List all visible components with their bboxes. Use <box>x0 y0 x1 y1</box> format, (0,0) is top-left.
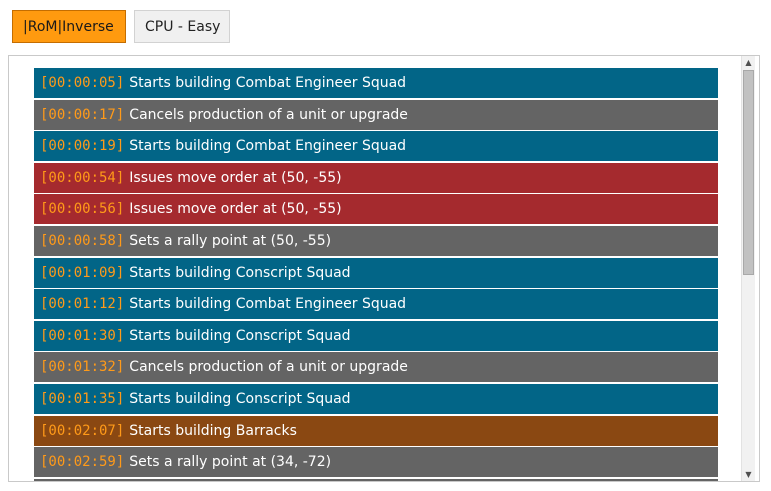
log-timestamp: [00:00:58] <box>40 232 125 249</box>
log-timestamp: [00:01:30] <box>40 327 125 344</box>
scroll-down-arrow-icon[interactable]: ▼ <box>742 468 755 481</box>
log-row: [00:00:58] Sets a rally point at (50, -55… <box>34 225 718 256</box>
log-timestamp: [00:00:05] <box>40 75 125 91</box>
log-row: [00:00:54] Issues move order at (50, -55) <box>34 162 718 193</box>
log-event-text: Cancels production of a unit or upgrade <box>129 359 408 376</box>
log-event-text: Starts building Barracks <box>129 422 297 439</box>
log-row <box>34 478 718 481</box>
log-event-text: Issues move order at (50, -55) <box>129 169 342 186</box>
log-row: [00:01:30] Starts building Conscript Squa… <box>34 320 718 351</box>
log-row: [00:01:09] Starts building Conscript Squa… <box>34 257 718 288</box>
log-timestamp: [00:02:59] <box>40 454 125 471</box>
log-event-text: Sets a rally point at (34, -72) <box>129 454 332 471</box>
log-timestamp: [00:01:09] <box>40 264 125 281</box>
log-event-text: Starts building Conscript Squad <box>129 264 351 281</box>
log-row: [00:01:12] Starts building Combat Enginee… <box>34 289 718 320</box>
log-event-text: Starts building Conscript Squad <box>129 327 351 344</box>
log-event-text: Starts building Conscript Squad <box>129 390 351 407</box>
log-row: [00:01:32] Cancels production of a unit o… <box>34 352 718 383</box>
log-timestamp: [00:02:07] <box>40 422 125 439</box>
event-log-list: [00:00:05] Starts building Combat Enginee… <box>34 68 718 481</box>
log-timestamp: [00:00:56] <box>40 201 125 218</box>
scrollbar-thumb[interactable] <box>743 70 754 275</box>
log-timestamp: [00:01:35] <box>40 390 125 407</box>
log-row: [00:00:56] Issues move order at (50, -55) <box>34 194 718 225</box>
log-event-text: Sets a rally point at (50, -55) <box>129 232 332 249</box>
log-event-text: Starts building Combat Engineer Squad <box>129 75 407 91</box>
log-timestamp: [00:00:54] <box>40 169 125 186</box>
log-row: [00:00:05] Starts building Combat Enginee… <box>34 68 718 98</box>
log-event-text: Starts building Combat Engineer Squad <box>129 296 407 313</box>
event-log-panel: [00:00:05] Starts building Combat Enginee… <box>8 55 760 482</box>
log-timestamp: [00:00:17] <box>40 106 125 123</box>
log-row: [00:02:59] Sets a rally point at (34, -72… <box>34 447 718 478</box>
log-row: [00:00:17] Cancels production of a unit o… <box>34 99 718 130</box>
log-event-text: Issues move order at (50, -55) <box>129 201 342 218</box>
log-row: [00:00:19] Starts building Combat Enginee… <box>34 131 718 162</box>
tab-player-2[interactable]: CPU - Easy <box>134 10 230 43</box>
tab-player-1[interactable]: |RoM|Inverse <box>12 10 126 43</box>
log-event-text: Starts building Combat Engineer Squad <box>129 138 407 155</box>
log-timestamp: [00:01:12] <box>40 296 125 313</box>
log-row: [00:01:35] Starts building Conscript Squa… <box>34 383 718 414</box>
log-timestamp: [00:01:32] <box>40 359 125 376</box>
log-row: [00:02:07] Starts building Barracks <box>34 415 718 446</box>
vertical-scrollbar[interactable]: ▲ ▼ <box>741 56 755 481</box>
log-timestamp: [00:00:19] <box>40 138 125 155</box>
log-event-text: Cancels production of a unit or upgrade <box>129 106 408 123</box>
scroll-up-arrow-icon[interactable]: ▲ <box>742 56 755 69</box>
